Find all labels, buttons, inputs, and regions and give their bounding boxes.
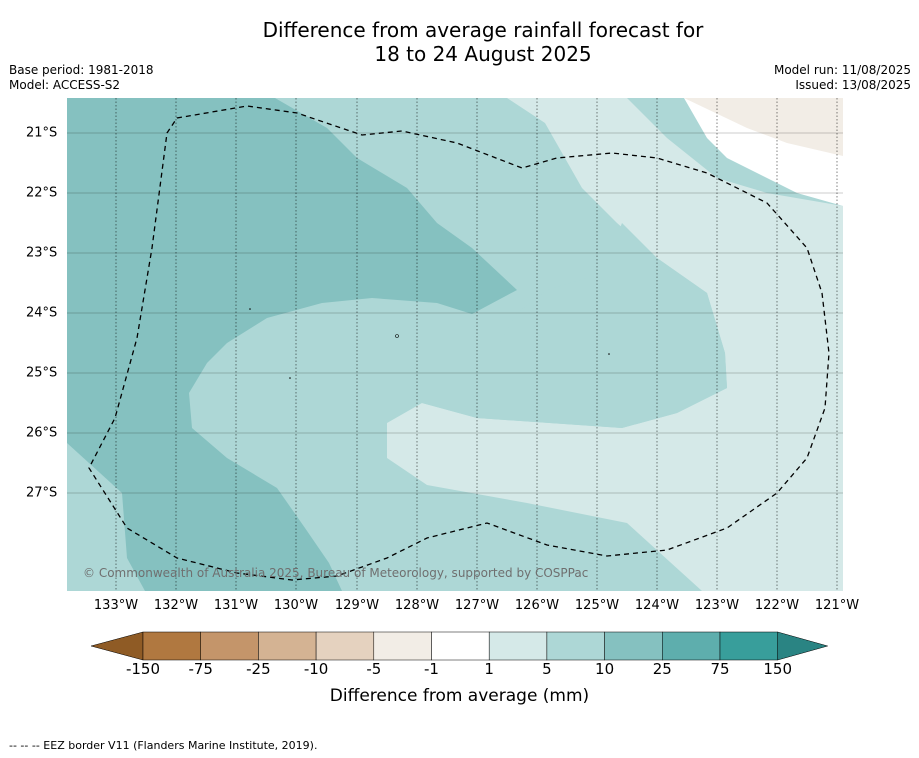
colorbar-segment [546, 631, 605, 661]
colorbar-tick-label: 10 [595, 660, 615, 678]
lon-label: 125°W [574, 598, 620, 613]
colorbar-tick-label: 1 [484, 660, 494, 678]
meta-right: Model run: 11/08/2025 Issued: 13/08/2025 [774, 63, 911, 93]
colorbar-tick-label: -75 [188, 660, 213, 678]
lon-label: 123°W [694, 598, 740, 613]
anomaly-band-10-25-inner [422, 223, 727, 428]
title-line-1: Difference from average rainfall forecas… [262, 18, 704, 42]
lon-label: 124°W [634, 598, 680, 613]
island-marker [289, 377, 291, 379]
island-marker [608, 353, 610, 355]
lon-label: 129°W [334, 598, 380, 613]
colorbar-segment [488, 631, 548, 661]
island-marker [395, 334, 399, 338]
colorbar-tick-label: 150 [763, 660, 793, 678]
map-title: Difference from average rainfall forecas… [0, 18, 919, 66]
colorbar-tick-label: -150 [125, 660, 161, 678]
anomaly-band-negative [684, 98, 843, 156]
lon-label: 133°W [93, 598, 139, 613]
colorbar-tick-label: 25 [652, 660, 672, 678]
map-area: © Commonwealth of Australia 2025, Bureau… [67, 98, 843, 591]
lon-label: 132°W [153, 598, 199, 613]
colorbar-segment [373, 631, 432, 661]
longitude-gridlines [115, 98, 838, 591]
map-svg [67, 98, 843, 591]
latitude-gridlines [67, 132, 843, 494]
colorbar-svg [90, 631, 829, 661]
colorbar-segment [258, 631, 317, 661]
issued-date: Issued: 13/08/2025 [795, 78, 911, 92]
colorbar-segment [604, 631, 663, 661]
lon-label: 128°W [394, 598, 440, 613]
anomaly-band-5-10 [387, 98, 843, 591]
anomaly-band-25-75 [67, 98, 517, 591]
colorbar-segment [662, 631, 721, 661]
colorbar-tick-label: 5 [542, 660, 552, 678]
colorbar [90, 631, 830, 665]
colorbar-tick-label: -5 [366, 660, 382, 678]
colorbar-segment [142, 631, 201, 661]
colorbar-tick-label: -1 [424, 660, 439, 678]
lat-label: 21°S [26, 125, 58, 141]
lon-label: 127°W [454, 598, 500, 613]
colorbar-extend-low [90, 631, 144, 661]
lon-label: 131°W [213, 598, 259, 613]
title-line-2: 18 to 24 August 2025 [374, 42, 592, 66]
lat-label: 24°S [26, 305, 58, 321]
lat-label: 27°S [26, 485, 58, 501]
base-period: Base period: 1981-2018 [9, 63, 154, 77]
lon-label: 121°W [814, 598, 860, 613]
colorbar-segment [315, 631, 375, 661]
model-run: Model run: 11/08/2025 [773, 63, 911, 77]
lon-label: 130°W [273, 598, 319, 613]
lat-label: 26°S [26, 425, 58, 441]
eez-footnote: -- -- -- EEZ border V11 (Flanders Marine… [9, 739, 318, 752]
colorbar-tick-label: -25 [246, 660, 271, 678]
lon-label: 122°W [754, 598, 800, 613]
colorbar-segment [200, 631, 259, 661]
island-marker [249, 308, 251, 310]
meta-left: Base period: 1981-2018 Model: ACCESS-S2 [9, 63, 154, 93]
colorbar-tick-label: -10 [303, 660, 329, 678]
lat-label: 23°S [26, 245, 58, 261]
copyright-notice: © Commonwealth of Australia 2025, Bureau… [83, 566, 589, 580]
lon-label: 126°W [514, 598, 560, 613]
colorbar-extend-high [777, 631, 829, 661]
colorbar-segment [719, 631, 778, 661]
colorbar-tick-label: 75 [710, 660, 730, 678]
colorbar-segment [431, 631, 490, 661]
colorbar-title: Difference from average (mm) [329, 686, 590, 706]
model-name: Model: ACCESS-S2 [9, 78, 121, 92]
lat-label: 22°S [26, 185, 58, 201]
lat-label: 25°S [26, 365, 58, 381]
eez-border [88, 105, 830, 581]
